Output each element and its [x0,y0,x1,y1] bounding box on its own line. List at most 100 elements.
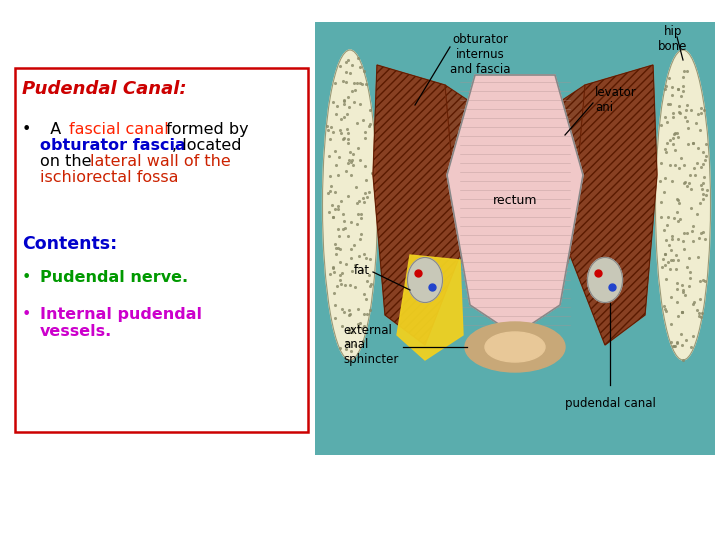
Point [346,170,357,179]
Point [333,152,345,161]
Point [354,251,365,260]
Point [689,298,701,306]
Text: Pudendal nerve.: Pudendal nerve. [40,270,188,285]
Point [354,319,366,328]
Point [341,110,352,119]
Point [658,226,670,234]
Point [691,210,703,218]
Point [342,139,354,147]
Text: fascial canal: fascial canal [68,122,168,137]
Point [349,282,361,291]
Point [329,79,341,87]
Point [342,158,354,167]
Point [345,158,356,167]
Point [696,228,707,237]
Point [324,172,336,180]
Point [665,338,676,347]
Point [343,310,355,319]
Point [334,62,346,70]
Point [679,67,690,76]
Point [695,109,706,118]
Point [343,327,355,336]
Point [336,268,347,277]
Point [683,124,694,133]
Point [338,99,350,108]
Point [356,266,368,275]
Point [354,78,365,87]
Point [672,312,683,320]
Text: ischiorectal fossa: ischiorectal fossa [40,170,179,185]
Point [358,67,369,76]
Point [359,249,370,258]
Ellipse shape [588,258,623,302]
Point [363,122,374,131]
Point [348,150,359,158]
Point [328,264,339,272]
Point [336,197,347,205]
Point [663,241,675,249]
Point [685,105,696,114]
Point [329,205,341,214]
Point [672,285,683,293]
Point [343,56,354,64]
Point [357,336,369,345]
Point [334,275,346,284]
Point [688,164,700,173]
Point [341,58,352,66]
Point [328,128,339,137]
Point [678,356,689,364]
Point [330,300,341,309]
Point [690,119,702,127]
Point [359,161,371,170]
Point [364,120,376,129]
Point [675,330,687,339]
Point [328,289,340,298]
Point [332,205,343,214]
Point [328,98,339,106]
Point [667,255,678,264]
Point [672,196,683,205]
Point [659,261,670,269]
Point [668,342,680,350]
Point [671,338,683,347]
Point [687,139,698,147]
Point [364,105,375,114]
Point [354,197,365,205]
Point [351,220,363,229]
Point [675,109,686,117]
Point [672,217,684,225]
Point [339,281,351,289]
Point [352,210,364,218]
Point [333,201,344,210]
Point [671,128,683,137]
Point [334,258,346,266]
Text: external
anal
sphincter: external anal sphincter [343,323,398,367]
Text: on the: on the [40,154,96,169]
Point [695,295,706,303]
Point [690,171,701,180]
Point [365,279,377,288]
Point [672,195,683,204]
Point [338,216,349,225]
Point [694,277,706,286]
Point [687,299,698,308]
Point [672,133,683,141]
Point [364,282,376,291]
Point [691,158,703,167]
Point [695,125,706,134]
Point [341,338,352,347]
Point [325,270,336,279]
Point [688,139,699,147]
Point [363,271,374,279]
Point [675,154,686,163]
Point [346,60,358,69]
Point [676,308,688,316]
Point [670,265,682,274]
Point [684,267,696,276]
Point [670,251,682,259]
Point [335,343,346,352]
Point [327,263,338,272]
Point [355,210,366,218]
FancyBboxPatch shape [15,68,308,432]
Point [692,253,703,261]
